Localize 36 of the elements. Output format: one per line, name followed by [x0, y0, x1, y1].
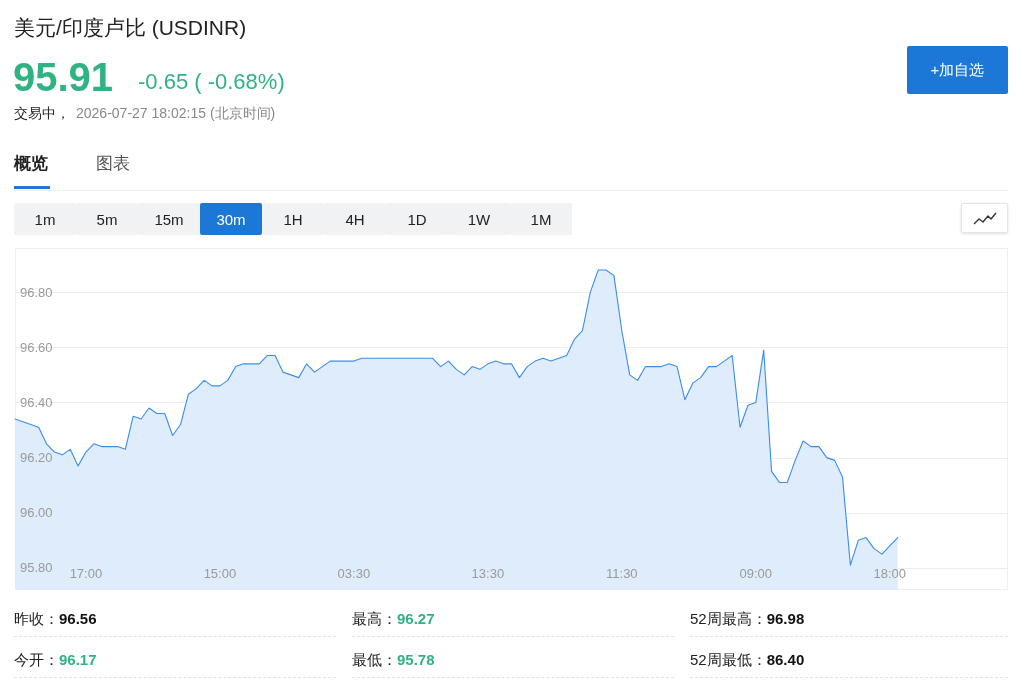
y-tick-label: 96.80 [20, 284, 53, 300]
button-period: 30m [200, 203, 262, 235]
change: -0.65 ( -0.68%) [138, 71, 285, 93]
icon-line-chart[interactable] [972, 211, 997, 225]
y-tick-label: 96.00 [20, 505, 53, 521]
stat: 最高：96.27 [352, 600, 674, 637]
stat: 昨收：96.56 [14, 600, 336, 637]
button-add-watchlist: +加自选 [907, 46, 1008, 94]
button-period: 1D [386, 203, 448, 235]
title: 美元/印度卢比 (USDINR) [14, 17, 247, 38]
x-tick-label: 13:30 [471, 565, 505, 581]
tab-label: 图表 [96, 155, 130, 172]
stat: 最低：95.78 [352, 641, 674, 678]
x-tick-label: 18:00 [873, 565, 907, 581]
stat: 今开：96.17 [14, 641, 336, 678]
tab-label-active: 概览 [14, 155, 48, 172]
stat: 52周最低：86.40 [690, 641, 1008, 678]
x-tick-label: 09:00 [739, 565, 773, 581]
price: 95.91 [13, 57, 114, 97]
button-period: 15m [138, 203, 200, 235]
stat: 52周最高：96.98 [690, 600, 1008, 637]
button-period: 1m [14, 203, 76, 235]
status: 交易中， 2026-07-27 18:02:15 (北京时间) [14, 106, 276, 120]
x-tick-label: 17:00 [69, 565, 103, 581]
button-period: 4H [324, 203, 386, 235]
y-tick-label: 96.40 [20, 394, 53, 410]
y-tick-label: 96.60 [20, 339, 53, 355]
x-tick-label: 11:30 [606, 565, 638, 581]
y-tick-label: 95.80 [20, 560, 53, 576]
button-period: 1M [510, 203, 572, 235]
button-period: 1H [262, 203, 324, 235]
button-period: 5m [76, 203, 138, 235]
button-period: 1W [448, 203, 510, 235]
x-tick-label: 03:30 [337, 565, 371, 581]
x-tick-label: 15:00 [203, 565, 237, 581]
y-tick-label: 96.20 [20, 450, 53, 466]
